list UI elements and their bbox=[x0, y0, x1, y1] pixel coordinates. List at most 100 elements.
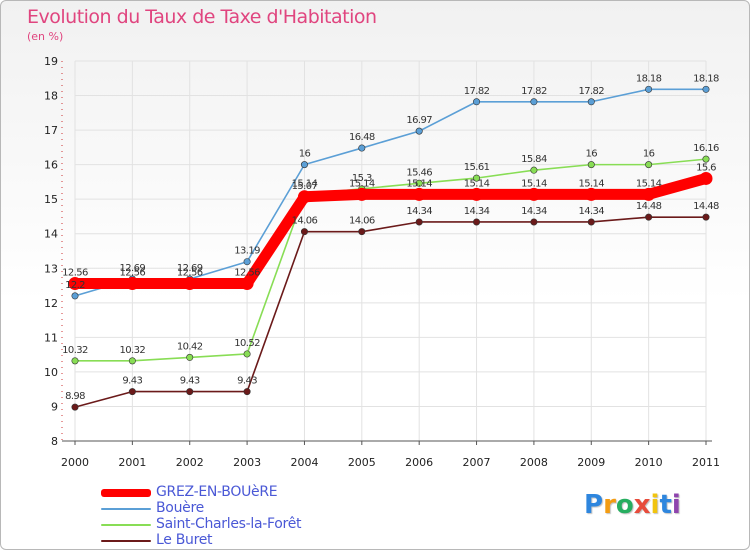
chart-title: Evolution du Taux de Taxe d'Habitation bbox=[27, 6, 377, 28]
x-tick-label: 2007 bbox=[463, 456, 491, 469]
logo-letter: x bbox=[633, 490, 651, 520]
y-tick-label: 15 bbox=[44, 193, 58, 206]
x-tick-label: 2000 bbox=[61, 456, 89, 469]
data-label: 16.48 bbox=[349, 132, 375, 143]
data-label: 15.07 bbox=[292, 181, 318, 192]
series-line bbox=[74, 216, 707, 408]
data-label: 15.14 bbox=[636, 178, 662, 189]
data-point bbox=[530, 218, 538, 226]
data-point bbox=[358, 228, 366, 236]
data-point bbox=[702, 155, 710, 163]
data-label: 15.3 bbox=[352, 173, 372, 184]
data-label: 15.14 bbox=[349, 178, 375, 189]
x-tick-label: 2010 bbox=[635, 456, 663, 469]
y-tick-label: 16 bbox=[44, 159, 58, 172]
data-label: 9.43 bbox=[122, 376, 142, 387]
proxiti-logo: Proxiti bbox=[584, 490, 681, 520]
data-label: 10.32 bbox=[120, 345, 146, 356]
series-line-main bbox=[69, 172, 712, 289]
data-point bbox=[243, 258, 251, 266]
logo-letter: P bbox=[584, 490, 604, 520]
data-point bbox=[699, 171, 713, 185]
y-tick-label: 10 bbox=[44, 366, 58, 379]
legend-swatch bbox=[101, 524, 151, 526]
data-label: 15.61 bbox=[464, 162, 490, 173]
legend-label: Bouère bbox=[156, 500, 204, 516]
data-label: 15.14 bbox=[292, 178, 318, 189]
data-label: 8.98 bbox=[65, 391, 85, 402]
data-point bbox=[358, 144, 366, 152]
x-tick-label: 2011 bbox=[692, 456, 720, 469]
data-label: 13.19 bbox=[234, 246, 260, 257]
data-label: 18.18 bbox=[636, 73, 662, 84]
data-label: 15.46 bbox=[406, 167, 432, 178]
data-point bbox=[642, 187, 656, 201]
data-point bbox=[530, 166, 538, 174]
y-tick-label: 8 bbox=[51, 435, 58, 448]
data-label: 15.14 bbox=[521, 178, 547, 189]
data-label: 12.69 bbox=[120, 263, 146, 274]
x-tick-label: 2004 bbox=[290, 456, 318, 469]
y-tick-label: 13 bbox=[44, 262, 58, 275]
data-label: 15.14 bbox=[406, 178, 432, 189]
data-point bbox=[125, 276, 139, 290]
data-point bbox=[240, 276, 254, 290]
y-tick-label: 11 bbox=[44, 331, 58, 344]
y-tick-label: 17 bbox=[44, 124, 58, 137]
data-point bbox=[71, 292, 79, 300]
data-label: 12.56 bbox=[62, 267, 88, 278]
data-point bbox=[412, 187, 426, 201]
logo-letter: i bbox=[650, 490, 660, 520]
legend-label: Le Buret bbox=[156, 532, 213, 548]
data-point bbox=[415, 127, 423, 135]
data-point bbox=[300, 161, 308, 169]
x-tick-label: 2006 bbox=[405, 456, 433, 469]
x-tick-label: 2008 bbox=[520, 456, 548, 469]
x-tick-label: 2003 bbox=[233, 456, 261, 469]
data-point bbox=[587, 161, 595, 169]
legend-swatch bbox=[101, 508, 151, 510]
data-label: 16 bbox=[586, 149, 598, 160]
data-point bbox=[473, 218, 481, 226]
legend-swatch bbox=[101, 489, 151, 497]
data-point bbox=[527, 187, 541, 201]
data-label: 15.84 bbox=[521, 154, 547, 165]
data-label: 17.82 bbox=[578, 86, 604, 97]
series-line bbox=[74, 158, 707, 362]
data-label: 16 bbox=[643, 149, 655, 160]
y-tick-label: 19 bbox=[44, 55, 58, 68]
data-point bbox=[71, 403, 79, 411]
data-label: 15.6 bbox=[696, 162, 716, 173]
data-point bbox=[128, 357, 136, 365]
data-label: 14.06 bbox=[292, 216, 318, 227]
data-point bbox=[128, 388, 136, 396]
data-point bbox=[355, 187, 369, 201]
data-point bbox=[297, 190, 311, 204]
data-label: 14.48 bbox=[636, 201, 662, 212]
data-label: 17.82 bbox=[521, 86, 547, 97]
data-label: 16.97 bbox=[406, 115, 432, 126]
chart-subtitle: (en %) bbox=[27, 30, 64, 43]
logo-letter: r bbox=[603, 490, 616, 520]
data-point bbox=[702, 213, 710, 221]
data-label: 12.56 bbox=[234, 267, 260, 278]
data-label: 10.42 bbox=[177, 341, 203, 352]
y-tick-label: 12 bbox=[44, 297, 58, 310]
x-tick-label: 2001 bbox=[118, 456, 146, 469]
data-label: 12.69 bbox=[177, 263, 203, 274]
data-point bbox=[473, 174, 481, 182]
data-point bbox=[243, 388, 251, 396]
logo-letter: o bbox=[615, 490, 634, 520]
data-label: 14.34 bbox=[578, 206, 604, 217]
data-point bbox=[584, 187, 598, 201]
logo-letter: i bbox=[671, 490, 681, 520]
data-label: 16 bbox=[299, 149, 311, 160]
data-point bbox=[473, 98, 481, 106]
data-point bbox=[186, 388, 194, 396]
data-point bbox=[300, 228, 308, 236]
data-label: 15.14 bbox=[578, 178, 604, 189]
data-label: 10.52 bbox=[234, 338, 260, 349]
data-label: 10.32 bbox=[62, 345, 88, 356]
data-point bbox=[186, 353, 194, 361]
data-label: 9.43 bbox=[180, 376, 200, 387]
